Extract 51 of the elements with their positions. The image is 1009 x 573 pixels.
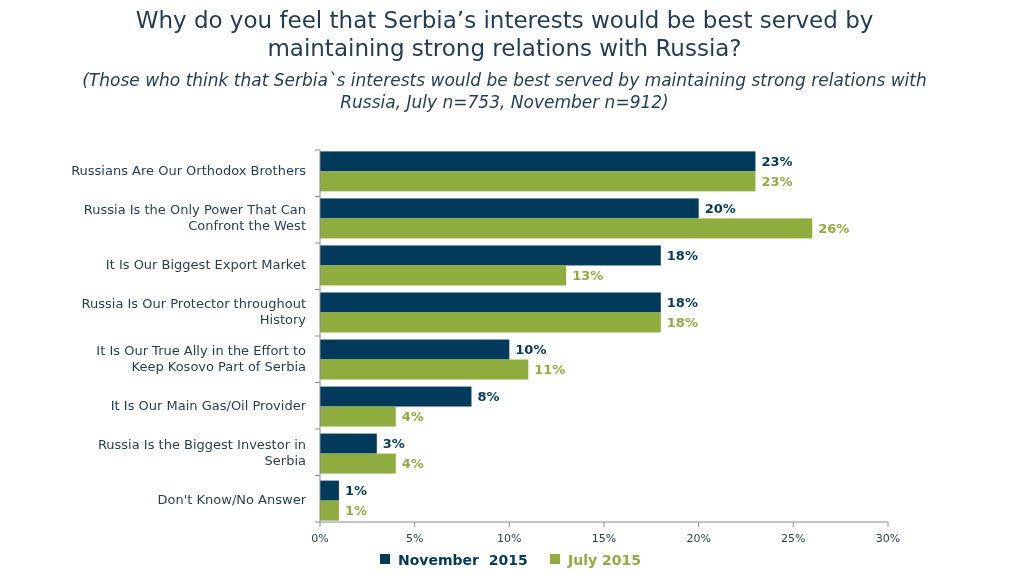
bar <box>320 265 567 286</box>
data-label: 11% <box>534 362 566 378</box>
data-label: 4% <box>401 409 424 425</box>
data-label: 20% <box>704 200 736 216</box>
bar <box>320 151 756 172</box>
y-tick-label: Russia Is Our Protector throughout History <box>81 295 307 327</box>
legend-label: July 2015 <box>567 552 641 568</box>
data-label: 4% <box>401 456 424 472</box>
x-tick-label: 0% <box>311 532 329 545</box>
bar <box>320 480 339 501</box>
bar <box>320 359 529 380</box>
x-tick-label: 10% <box>497 532 522 545</box>
bar <box>320 339 510 360</box>
x-tick-label: 15% <box>591 532 617 545</box>
bar <box>320 453 396 474</box>
data-label: 18% <box>666 315 698 331</box>
data-label: 8% <box>477 389 500 405</box>
x-tick-label: 25% <box>781 532 806 545</box>
y-tick-label: It Is Our True Ally in the Effort to Keep Kosovo Part of Serbia <box>96 343 307 375</box>
y-tick-label: It Is Our Main Gas/Oil Provider <box>110 398 307 414</box>
bar <box>320 198 699 219</box>
bar <box>320 171 756 192</box>
data-label: 1% <box>344 503 368 519</box>
y-tick-label: It Is Our Biggest Export Market <box>105 256 306 272</box>
bar <box>320 245 661 266</box>
y-tick-label: Russia Is the Biggest Investor in Serbia <box>97 437 306 469</box>
x-tick-label: 5% <box>405 532 424 545</box>
bar <box>320 312 661 333</box>
bar <box>320 433 377 454</box>
legend-label: November 2015 <box>398 552 528 568</box>
data-label: 3% <box>382 436 405 452</box>
chart-title: Why do you feel that Serbia’s interests would be best served by maintaining strong relations with Russia? <box>135 7 874 61</box>
data-label: 23% <box>761 173 793 189</box>
bar <box>320 500 339 521</box>
x-tick-label: 20% <box>686 532 711 545</box>
data-label: 23% <box>761 153 793 169</box>
x-tick-label: 30% <box>875 532 901 545</box>
y-tick-label: Russia Is the Only Power That Can Confront the West <box>83 201 306 233</box>
chart-subtitle: (Those who think that Serbia`s interests would be best served by maintaining strong relations with Russia, July n=753, November n=912) <box>82 70 927 112</box>
bar <box>320 218 813 239</box>
bar <box>320 386 472 407</box>
bar <box>320 406 396 427</box>
bar <box>320 292 661 313</box>
data-label: 13% <box>572 268 604 283</box>
data-label: 26% <box>818 220 850 236</box>
data-label: 10% <box>515 342 547 358</box>
data-label: 18% <box>666 295 698 311</box>
y-tick-label: Don't Know/No Answer <box>157 492 307 508</box>
data-label: 1% <box>344 483 368 499</box>
data-label: 18% <box>666 248 698 264</box>
y-tick-label: Russians Are Our Orthodox Brothers <box>71 162 307 178</box>
